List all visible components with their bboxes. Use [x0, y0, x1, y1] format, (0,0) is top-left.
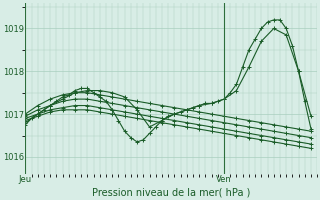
X-axis label: Pression niveau de la mer( hPa ): Pression niveau de la mer( hPa ): [92, 187, 251, 197]
